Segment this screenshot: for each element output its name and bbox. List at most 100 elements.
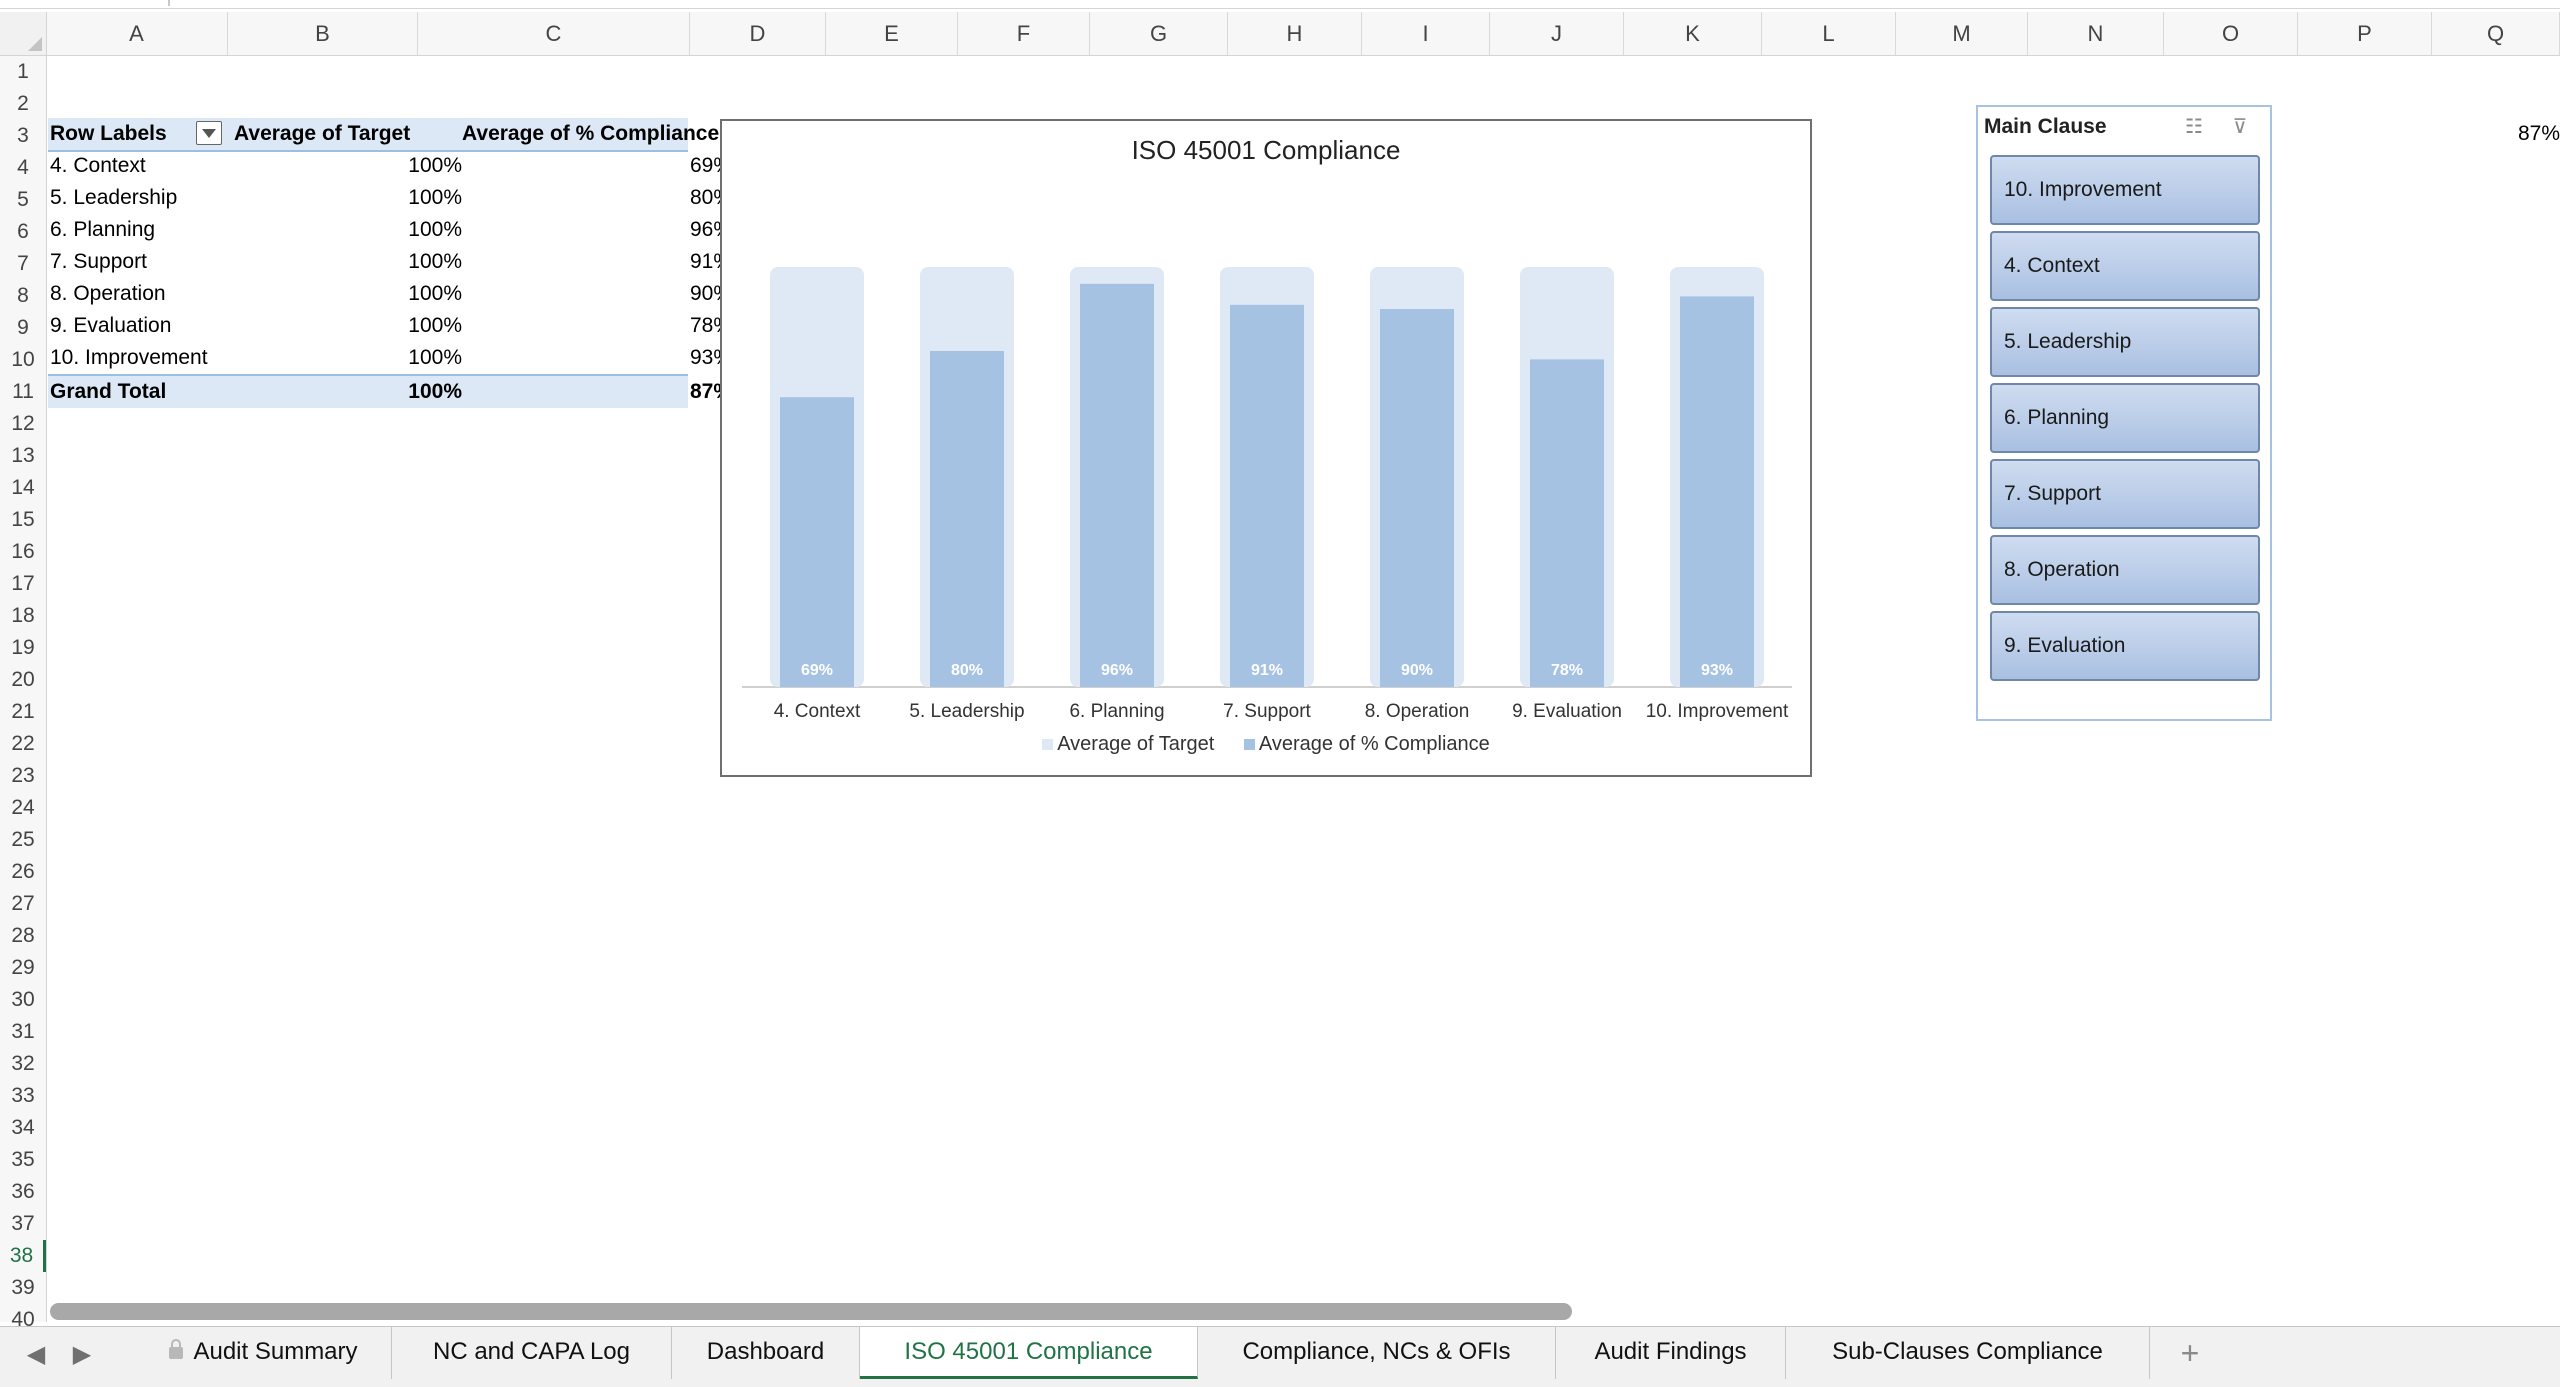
compliance-header[interactable]: Average of % Compliance — [462, 122, 720, 145]
row-header-cell[interactable]: 12 — [11, 412, 35, 435]
row-header-cell[interactable]: 30 — [11, 988, 35, 1011]
column-header-cell[interactable]: O — [2164, 12, 2298, 55]
pivot-row-compliance[interactable]: 90% — [689, 282, 732, 305]
sheet-tab[interactable]: Audit Findings — [1556, 1327, 1786, 1379]
column-header-cell[interactable]: N — [2028, 12, 2164, 55]
row-header-cell[interactable]: 7 — [17, 252, 29, 275]
pivot-row-target[interactable]: 100% — [408, 250, 462, 273]
row-header-cell[interactable]: 31 — [11, 1020, 35, 1043]
column-header-cell[interactable]: A — [46, 12, 228, 55]
slicer-item[interactable]: 9. Evaluation — [1990, 611, 2260, 681]
row-header-cell[interactable]: 22 — [11, 732, 35, 755]
scroll-tabs-right-icon[interactable]: ▶ — [72, 1341, 92, 1368]
row-header-cell[interactable]: 2 — [17, 92, 29, 115]
row-header-cell[interactable]: 10 — [11, 348, 35, 371]
pivot-row-target[interactable]: 100% — [408, 186, 462, 209]
data-label[interactable]: 80% — [951, 662, 983, 679]
row-header-cell[interactable]: 40 — [11, 1308, 35, 1331]
row-header-cell[interactable]: 4 — [17, 156, 29, 179]
row-header-cell[interactable]: 28 — [11, 924, 35, 947]
pivot-row-compliance[interactable]: 69% — [689, 154, 732, 177]
column-header-cell[interactable]: G — [1090, 12, 1228, 55]
pivot-row-compliance[interactable]: 93% — [689, 346, 732, 369]
row-header-cell[interactable]: 29 — [11, 956, 35, 979]
data-label[interactable]: 90% — [1401, 662, 1433, 679]
slicer-item[interactable]: 8. Operation — [1990, 535, 2260, 605]
grand-total-compliance[interactable]: 87% — [689, 380, 732, 403]
horizontal-scrollbar[interactable] — [50, 1303, 1572, 1320]
row-header-cell[interactable]: 26 — [11, 860, 35, 883]
row-header-cell[interactable]: 36 — [11, 1180, 35, 1203]
row-header-cell[interactable]: 27 — [11, 892, 35, 915]
pivot-row-label[interactable]: 9. Evaluation — [50, 314, 172, 337]
row-header-cell[interactable]: 5 — [17, 188, 29, 211]
pivot-row-target[interactable]: 100% — [408, 218, 462, 241]
chart-legend[interactable]: Average of Target Average of % Complianc… — [722, 733, 1810, 756]
pivot-row-compliance[interactable]: 91% — [689, 250, 732, 273]
pivot-row-target[interactable]: 100% — [408, 154, 462, 177]
pivot-row-target[interactable]: 100% — [408, 314, 462, 337]
pivot-row-label[interactable]: 8. Operation — [50, 282, 166, 305]
row-header-cell[interactable]: 32 — [11, 1052, 35, 1075]
data-label[interactable]: 96% — [1101, 662, 1133, 679]
chart-plot-area[interactable]: 69% 4. Context 80% 5. Leadership 96% 6. Plann… — [722, 121, 1810, 775]
multi-select-icon[interactable]: ☷ — [2185, 116, 2203, 138]
compliance-chart[interactable]: ISO 45001 Compliance 69% 4. Context 80% 5. … — [720, 119, 1812, 777]
bar-compliance[interactable] — [1530, 359, 1604, 687]
pivot-row-compliance[interactable]: 80% — [689, 186, 732, 209]
row-header-cell[interactable]: 9 — [17, 316, 29, 339]
pivot-row-label[interactable]: 10. Improvement — [50, 346, 208, 369]
grand-total-target[interactable]: 100% — [408, 380, 462, 403]
pivot-row-label[interactable]: 7. Support — [50, 250, 147, 273]
row-header-cell[interactable]: 34 — [11, 1116, 35, 1139]
sheet-tab[interactable]: NC and CAPA Log — [392, 1327, 672, 1379]
column-header-cell[interactable]: P — [2298, 12, 2432, 55]
scroll-tabs-left-icon[interactable]: ◀ — [26, 1341, 46, 1368]
column-header-cell[interactable]: Q — [2432, 12, 2560, 55]
row-labels-filter-button[interactable] — [196, 121, 222, 145]
pivot-row-target[interactable]: 100% — [408, 282, 462, 305]
sheet-tab[interactable]: Sub-Clauses Compliance — [1786, 1327, 2150, 1379]
resize-handle[interactable] — [168, 0, 170, 6]
row-labels-header[interactable]: Row Labels — [50, 122, 167, 145]
pivot-row-compliance[interactable]: 78% — [689, 314, 732, 337]
row-header-cell[interactable]: 14 — [11, 476, 35, 499]
column-header-cell[interactable]: M — [1896, 12, 2028, 55]
slicer-item[interactable]: 4. Context — [1990, 231, 2260, 301]
column-header-cell[interactable]: F — [958, 12, 1090, 55]
row-header-cell[interactable]: 38 — [0, 1240, 46, 1272]
row-header-cell[interactable]: 39 — [11, 1276, 35, 1299]
data-label[interactable]: 93% — [1701, 662, 1733, 679]
bar-compliance[interactable] — [930, 351, 1004, 687]
data-label[interactable]: 78% — [1551, 662, 1583, 679]
pivot-row-label[interactable]: 5. Leadership — [50, 186, 178, 209]
row-header-cell[interactable]: 20 — [11, 668, 35, 691]
column-header-cell[interactable]: H — [1228, 12, 1362, 55]
pivot-row-label[interactable]: 4. Context — [50, 154, 146, 177]
row-header-cell[interactable]: 23 — [11, 764, 35, 787]
row-header-cell[interactable]: 11 — [12, 380, 34, 403]
cell-q3-value[interactable]: 87% — [2517, 122, 2560, 145]
sheet-tab[interactable]: Audit Summary — [136, 1327, 392, 1379]
row-header-cell[interactable]: 21 — [11, 700, 35, 723]
row-header-cell[interactable]: 1 — [17, 60, 29, 83]
bar-compliance[interactable] — [780, 397, 854, 687]
slicer-item[interactable]: 10. Improvement — [1990, 155, 2260, 225]
column-header-cell[interactable]: I — [1362, 12, 1490, 55]
data-label[interactable]: 91% — [1251, 662, 1283, 679]
slicer-item[interactable]: 6. Planning — [1990, 383, 2260, 453]
row-header-cell[interactable]: 19 — [11, 636, 35, 659]
clear-filter-icon[interactable]: ⊽ — [2232, 116, 2248, 138]
column-header-cell[interactable]: E — [826, 12, 958, 55]
slicer-item[interactable]: 7. Support — [1990, 459, 2260, 529]
row-header-cell[interactable]: 6 — [17, 220, 29, 243]
pivot-row-target[interactable]: 100% — [408, 346, 462, 369]
bar-compliance[interactable] — [1080, 283, 1154, 687]
row-header-cell[interactable]: 24 — [11, 796, 35, 819]
grand-total-label[interactable]: Grand Total — [50, 380, 167, 403]
column-header-cell[interactable]: J — [1490, 12, 1624, 55]
row-header-cell[interactable]: 15 — [11, 508, 35, 531]
pivot-row-label[interactable]: 6. Planning — [50, 218, 156, 241]
chart-title[interactable]: ISO 45001 Compliance — [1131, 135, 1401, 165]
column-header-cell[interactable]: D — [690, 12, 826, 55]
